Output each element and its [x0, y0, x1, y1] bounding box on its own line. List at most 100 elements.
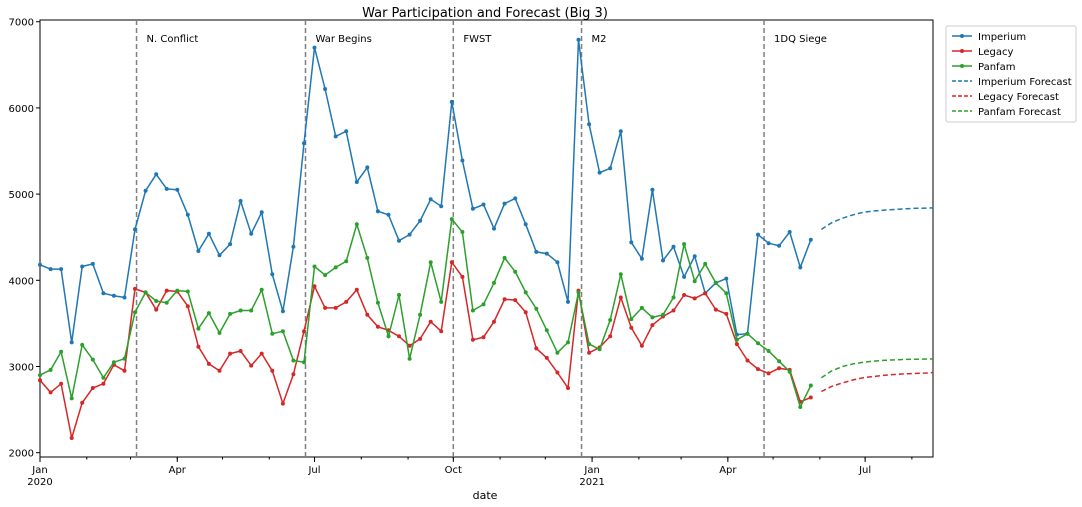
- data-point-imperium: [354, 180, 359, 184]
- data-point-imperium: [270, 272, 275, 277]
- data-point-panfam: [555, 350, 560, 355]
- legend-label: Imperium: [978, 32, 1026, 43]
- data-point-legacy: [259, 351, 264, 356]
- data-point-imperium: [650, 187, 655, 192]
- data-point-imperium: [386, 212, 391, 217]
- y-tick-label: 2000: [9, 449, 34, 460]
- data-point-legacy: [418, 336, 423, 341]
- data-point-panfam: [724, 291, 729, 296]
- data-point-imperium: [228, 242, 233, 247]
- data-point-imperium: [154, 172, 159, 177]
- data-point-imperium: [38, 262, 42, 267]
- data-point-imperium: [365, 165, 370, 170]
- data-point-imperium: [481, 202, 486, 207]
- data-point-imperium: [460, 158, 465, 163]
- data-point-panfam: [48, 367, 53, 372]
- data-point-panfam: [492, 280, 496, 285]
- data-point-panfam: [59, 349, 64, 354]
- data-point-legacy: [397, 334, 401, 339]
- data-point-legacy: [777, 366, 782, 371]
- data-point-imperium: [302, 141, 306, 146]
- data-point-panfam: [143, 290, 148, 295]
- data-point-imperium: [143, 188, 148, 193]
- data-point-legacy: [38, 378, 42, 383]
- x-tick-label: Jul: [858, 465, 871, 476]
- data-point-panfam: [206, 311, 211, 316]
- data-point-legacy: [650, 323, 655, 328]
- data-point-panfam: [154, 299, 159, 303]
- data-point-panfam: [756, 341, 760, 346]
- data-point-legacy: [608, 334, 613, 339]
- x-tick-label: Apr: [719, 465, 737, 476]
- data-point-legacy: [523, 310, 528, 315]
- data-point-legacy: [59, 381, 64, 386]
- legend-marker: [960, 34, 964, 38]
- data-point-panfam: [587, 342, 592, 347]
- event-label: FWST: [463, 34, 492, 45]
- legend-label: Panfam: [978, 62, 1015, 73]
- data-point-legacy: [164, 288, 169, 293]
- event-label: 1DQ Siege: [774, 34, 827, 45]
- data-point-panfam: [133, 310, 137, 315]
- data-point-legacy: [671, 308, 676, 313]
- data-point-legacy: [713, 307, 718, 312]
- data-point-imperium: [344, 129, 349, 134]
- data-point-panfam: [185, 289, 190, 294]
- data-point-imperium: [808, 237, 813, 242]
- data-point-legacy: [48, 390, 53, 395]
- data-point-imperium: [196, 249, 201, 253]
- data-point-legacy: [629, 325, 634, 330]
- chart-title: War Participation and Forecast (Big 3): [362, 6, 608, 21]
- data-point-panfam: [428, 260, 433, 265]
- data-point-imperium: [756, 232, 760, 237]
- data-point-panfam: [259, 287, 264, 292]
- data-point-imperium: [724, 276, 729, 281]
- data-point-imperium: [59, 267, 64, 272]
- data-point-legacy: [439, 329, 444, 334]
- series-line-imperium-forecast: [820, 207, 934, 231]
- data-point-legacy: [133, 286, 137, 291]
- y-tick-label: 4000: [9, 276, 34, 287]
- data-point-legacy: [228, 351, 233, 356]
- data-point-imperium: [101, 291, 106, 296]
- data-point-panfam: [481, 302, 486, 307]
- x-axis-label: date: [473, 489, 498, 502]
- data-point-legacy: [344, 299, 349, 304]
- data-point-panfam: [734, 337, 739, 342]
- data-point-panfam: [597, 347, 602, 352]
- data-point-panfam: [90, 357, 95, 362]
- data-point-panfam: [460, 230, 465, 234]
- data-point-imperium: [692, 254, 697, 259]
- data-point-legacy: [206, 361, 211, 366]
- data-point-legacy: [703, 291, 708, 296]
- data-point-imperium: [682, 274, 687, 279]
- data-point-imperium: [787, 230, 792, 234]
- x-tick-label: Apr: [169, 465, 187, 476]
- data-point-imperium: [534, 249, 539, 254]
- data-point-legacy: [196, 344, 201, 349]
- data-point-panfam: [354, 222, 359, 227]
- y-tick-label: 5000: [9, 190, 34, 201]
- data-point-legacy: [587, 350, 592, 355]
- data-point-legacy: [354, 287, 359, 292]
- data-point-imperium: [639, 256, 644, 261]
- data-point-panfam: [302, 360, 306, 365]
- data-point-legacy: [555, 370, 560, 375]
- data-point-panfam: [407, 356, 412, 361]
- data-point-panfam: [333, 265, 338, 270]
- legend-marker: [960, 49, 964, 53]
- data-point-imperium: [375, 209, 380, 214]
- series-line-panfam-forecast: [820, 358, 934, 379]
- data-point-legacy: [249, 363, 254, 368]
- data-point-imperium: [259, 210, 264, 215]
- data-point-legacy: [460, 274, 465, 279]
- data-point-imperium: [608, 166, 613, 171]
- data-point-legacy: [692, 296, 697, 301]
- data-point-panfam: [808, 383, 813, 388]
- data-point-imperium: [206, 231, 211, 236]
- data-point-legacy: [756, 367, 760, 372]
- data-point-panfam: [544, 328, 549, 333]
- data-point-legacy: [302, 329, 306, 334]
- data-point-panfam: [671, 295, 676, 300]
- event-label: War Begins: [315, 34, 371, 45]
